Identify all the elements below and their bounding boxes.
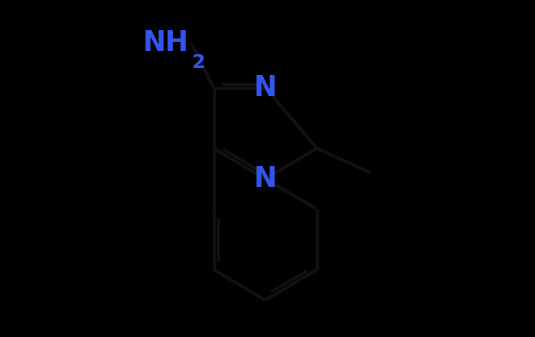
Text: N: N xyxy=(254,165,277,193)
Text: NH: NH xyxy=(143,29,189,57)
Text: N: N xyxy=(254,73,277,102)
Text: 2: 2 xyxy=(191,53,205,71)
